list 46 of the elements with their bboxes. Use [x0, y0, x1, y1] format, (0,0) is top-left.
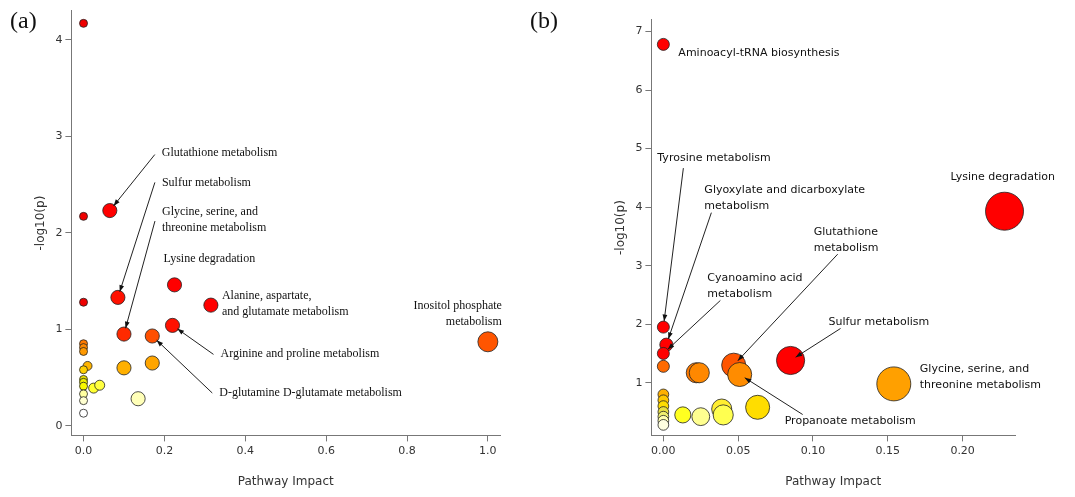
- annotation: Inositol phosphate metabolism: [413, 297, 503, 328]
- annotation: Sulfur metabolism: [161, 174, 252, 189]
- y-tick-label: 3: [635, 258, 643, 272]
- x-tick-label: 0.20: [950, 443, 975, 457]
- y-tick-label: 6: [635, 82, 643, 96]
- annotation: Lysine degradation: [950, 170, 1055, 184]
- y-tick-label: 2: [55, 225, 63, 239]
- y-tick-label: 2: [635, 317, 643, 331]
- annotation: Glycine, serine, and threonine metabolism: [161, 204, 267, 235]
- y-axis-title: -log10(p): [613, 200, 628, 256]
- x-tick-label: 1.0: [479, 443, 497, 457]
- y-tick-label: 4: [635, 199, 643, 213]
- y-tick-label: 5: [635, 141, 643, 155]
- x-axis-title: Pathway Impact: [785, 473, 882, 488]
- y-tick-label: 1: [635, 375, 643, 389]
- annotation: Tyrosine metabolism: [656, 150, 771, 164]
- annotation: Glyoxylate and dicarboxylate metabolism: [704, 182, 866, 212]
- annotation: D-glutamine D-glutamate metabolism: [219, 385, 403, 400]
- x-tick-label: 0.4: [236, 443, 255, 457]
- chart-title: (b): [530, 7, 558, 34]
- x-tick-label: 0.10: [800, 443, 826, 457]
- x-tick-label: 0.0: [74, 443, 93, 457]
- x-axis-title: Pathway Impact: [237, 473, 334, 488]
- x-tick-label: 0.05: [725, 443, 751, 457]
- annotation: Alanine, aspartate, and glutamate metabolism: [221, 288, 350, 319]
- y-tick-label: 0: [55, 418, 63, 432]
- annotation: Arginine and proline metabolism: [220, 345, 380, 360]
- y-tick-label: 3: [55, 129, 63, 143]
- y-tick-label: 4: [55, 32, 63, 46]
- annotation: Propanoate metabolism: [784, 414, 916, 428]
- y-axis-title: -log10(p): [33, 195, 48, 251]
- annotation: Glycine, serine, and threonine metabolism: [919, 361, 1041, 391]
- x-tick-label: 0.8: [398, 443, 416, 457]
- annotation: Glutathione metabolism: [813, 225, 879, 255]
- annotation: Lysine degradation: [163, 251, 256, 266]
- y-tick-label: 1: [55, 322, 63, 336]
- annotation: Glutathione metabolism: [161, 144, 279, 159]
- x-tick-label: 0.6: [317, 443, 335, 457]
- annotation: Aminoacyl-tRNA biosynthesis: [678, 46, 840, 60]
- x-tick-label: 0.15: [875, 443, 901, 457]
- annotation: Cyanoamino acid metabolism: [707, 271, 803, 301]
- annotation: Sulfur metabolism: [828, 315, 930, 329]
- y-tick-label: 7: [635, 24, 643, 38]
- x-tick-label: 0.00: [651, 443, 676, 457]
- x-tick-label: 0.2: [155, 443, 174, 457]
- chart-title: (a): [10, 7, 37, 34]
